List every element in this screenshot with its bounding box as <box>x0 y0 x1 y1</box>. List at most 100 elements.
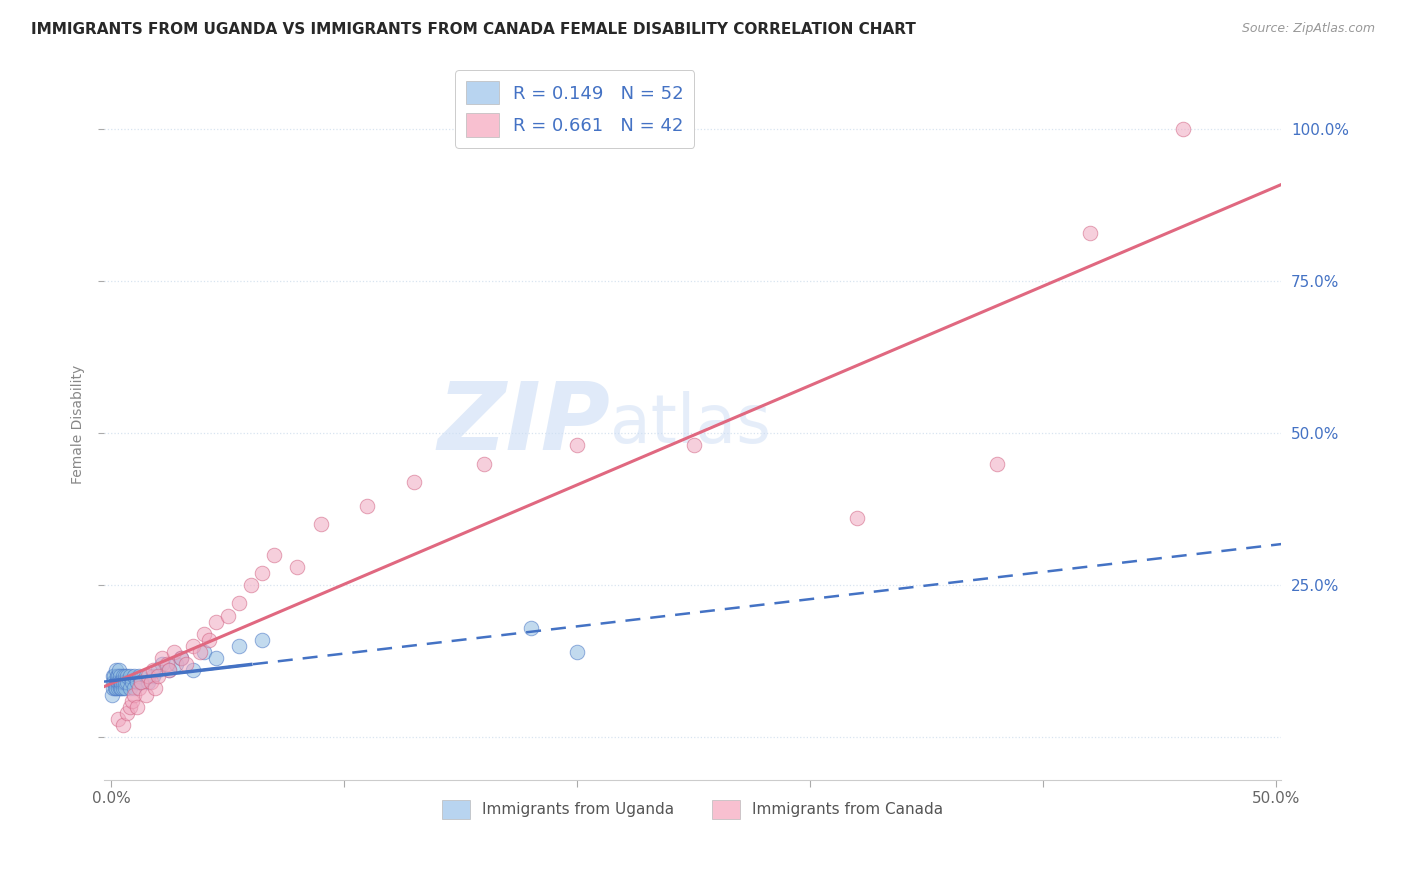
Point <box>356 499 378 513</box>
Point <box>108 663 131 677</box>
Point <box>104 675 127 690</box>
Point <box>114 669 136 683</box>
Point <box>845 511 868 525</box>
Text: Source: ZipAtlas.com: Source: ZipAtlas.com <box>1241 22 1375 36</box>
Point <box>124 688 146 702</box>
Point <box>118 699 141 714</box>
Point <box>402 475 425 489</box>
Point <box>519 621 541 635</box>
Point <box>157 663 180 677</box>
Point <box>124 669 146 683</box>
Point <box>143 681 166 696</box>
Point <box>135 669 157 683</box>
Legend: Immigrants from Uganda, Immigrants from Canada: Immigrants from Uganda, Immigrants from … <box>436 794 949 825</box>
Point <box>1173 122 1195 136</box>
Point <box>103 675 125 690</box>
Point <box>142 669 165 683</box>
Point <box>156 657 179 672</box>
Point <box>103 669 125 683</box>
Point <box>472 457 495 471</box>
Point <box>198 632 221 647</box>
Point <box>157 663 180 677</box>
Text: atlas: atlas <box>610 391 770 457</box>
Point <box>252 632 274 647</box>
Point <box>129 675 152 690</box>
Point <box>107 675 129 690</box>
Point <box>128 681 150 696</box>
Text: ZIP: ZIP <box>437 378 610 470</box>
Point <box>263 548 285 562</box>
Point <box>205 651 228 665</box>
Point <box>114 675 136 690</box>
Point <box>112 675 135 690</box>
Point <box>150 651 173 665</box>
Point <box>287 560 309 574</box>
Point <box>104 663 127 677</box>
Point <box>128 669 150 683</box>
Point <box>117 669 139 683</box>
Point <box>567 645 589 659</box>
Point <box>252 566 274 580</box>
Point <box>170 651 193 665</box>
Point <box>125 699 148 714</box>
Point <box>101 688 124 702</box>
Point <box>107 675 129 690</box>
Point <box>986 457 1008 471</box>
Point <box>103 681 125 696</box>
Point <box>110 681 132 696</box>
Point <box>142 663 165 677</box>
Point <box>124 681 146 696</box>
Point <box>181 663 204 677</box>
Point <box>239 578 262 592</box>
Text: IMMIGRANTS FROM UGANDA VS IMMIGRANTS FROM CANADA FEMALE DISABILITY CORRELATION C: IMMIGRANTS FROM UGANDA VS IMMIGRANTS FRO… <box>31 22 915 37</box>
Point <box>111 669 134 683</box>
Point <box>107 712 129 726</box>
Point <box>118 669 141 683</box>
Point <box>139 675 162 690</box>
Point <box>107 669 129 683</box>
Point <box>193 645 215 659</box>
Point <box>121 693 143 707</box>
Point <box>146 669 169 683</box>
Point <box>101 675 124 690</box>
Point <box>217 608 239 623</box>
Point <box>110 675 132 690</box>
Point <box>117 706 139 720</box>
Point <box>174 657 197 672</box>
Point <box>111 718 134 732</box>
Point <box>150 657 173 672</box>
Point <box>205 615 228 629</box>
Point <box>105 669 128 683</box>
Point <box>136 675 159 690</box>
Point <box>193 626 215 640</box>
Point <box>110 669 132 683</box>
Point <box>163 645 186 659</box>
Point <box>188 645 211 659</box>
Point <box>228 596 250 610</box>
Point <box>165 657 187 672</box>
Point <box>117 675 139 690</box>
Point <box>181 639 204 653</box>
Point <box>1078 226 1101 240</box>
Point <box>118 681 141 696</box>
Point <box>110 681 132 696</box>
Y-axis label: Female Disability: Female Disability <box>72 365 86 483</box>
Point <box>121 675 143 690</box>
Point <box>228 639 250 653</box>
Point <box>125 675 148 690</box>
Point <box>170 651 193 665</box>
Point <box>146 663 169 677</box>
Point <box>129 675 152 690</box>
Point <box>104 681 127 696</box>
Point <box>567 438 589 452</box>
Point <box>111 681 134 696</box>
Point <box>309 517 332 532</box>
Point <box>114 681 136 696</box>
Point <box>135 688 157 702</box>
Point <box>107 681 129 696</box>
Point <box>136 669 159 683</box>
Point <box>105 681 128 696</box>
Point <box>682 438 704 452</box>
Point <box>103 669 125 683</box>
Point <box>110 675 132 690</box>
